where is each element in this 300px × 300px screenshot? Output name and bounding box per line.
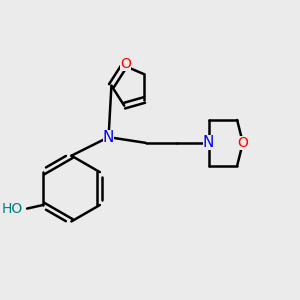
- Text: O: O: [237, 136, 248, 150]
- Text: O: O: [120, 57, 131, 71]
- Text: N: N: [103, 130, 114, 145]
- Text: N: N: [203, 135, 214, 150]
- Text: HO: HO: [2, 202, 23, 216]
